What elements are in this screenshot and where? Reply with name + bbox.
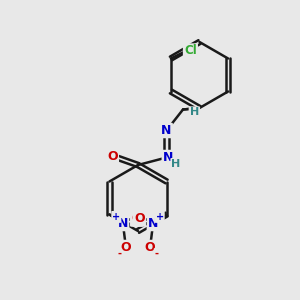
Text: Cl: Cl (184, 44, 197, 58)
Text: O: O (131, 212, 142, 226)
Text: -: - (117, 249, 121, 259)
Text: O: O (121, 241, 131, 254)
Text: O: O (107, 149, 118, 163)
Text: +: + (112, 212, 120, 222)
Text: N: N (148, 217, 158, 230)
Text: N: N (163, 151, 173, 164)
Text: -: - (155, 249, 159, 259)
Text: O: O (134, 212, 145, 226)
Text: O: O (145, 241, 155, 254)
Text: H: H (172, 159, 181, 169)
Text: N: N (161, 124, 172, 137)
Text: +: + (156, 212, 164, 222)
Text: H: H (190, 107, 199, 118)
Text: N: N (118, 217, 128, 230)
